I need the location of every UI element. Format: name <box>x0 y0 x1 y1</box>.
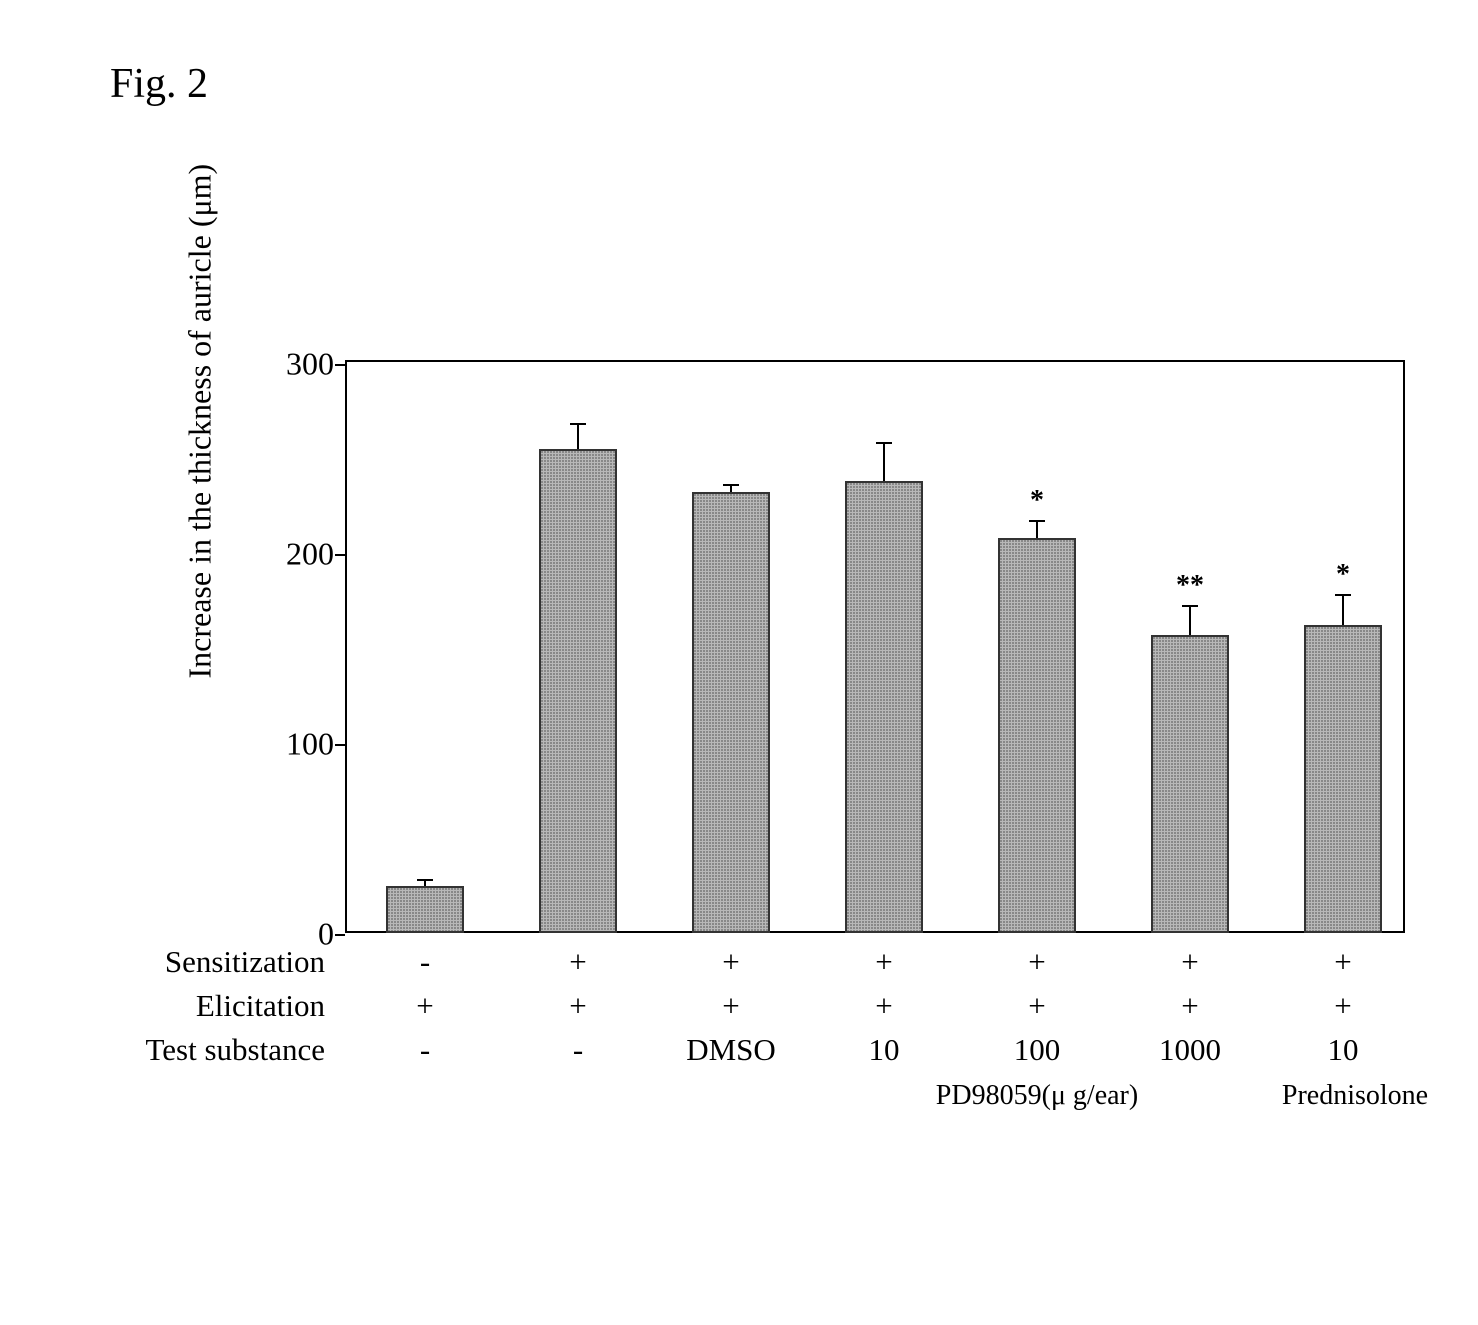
group-label: PD98059(μ g/ear) <box>936 1080 1138 1112</box>
error-cap <box>723 484 739 486</box>
x-cell: + <box>875 984 892 1028</box>
error-bar <box>1036 521 1038 538</box>
x-cell: - <box>420 1028 430 1072</box>
bar <box>845 481 923 933</box>
bar-group <box>692 363 770 933</box>
figure-label: Fig. 2 <box>110 60 208 108</box>
bar-group: ** <box>1151 363 1229 933</box>
y-tick-label: 300 <box>286 346 334 383</box>
bar-chart: Increase in the thickness of auricle (μm… <box>100 360 1450 1260</box>
error-cap <box>570 423 586 425</box>
bar <box>692 492 770 933</box>
bar-group: * <box>998 363 1076 933</box>
x-row-label: Test substance <box>100 1028 325 1072</box>
bar <box>386 886 464 934</box>
error-bar <box>1189 606 1191 635</box>
x-cell: + <box>1181 984 1198 1028</box>
x-cell: 10 <box>1328 1028 1359 1072</box>
significance-mark: ** <box>1176 570 1204 602</box>
x-cell: + <box>569 940 586 984</box>
x-row: Elicitation + + + + + + + <box>100 984 1405 1028</box>
x-cell: 10 <box>869 1028 900 1072</box>
bar-group <box>845 363 923 933</box>
bars-area: **** <box>345 364 1405 933</box>
error-cap <box>1335 594 1351 596</box>
x-cell: + <box>1181 940 1198 984</box>
y-tick-label: 100 <box>286 726 334 763</box>
page: Fig. 2 Increase in the thickness of auri… <box>20 20 1458 1305</box>
bar-group <box>386 363 464 933</box>
x-axis-labels: Sensitization-++++++Elicitation+++++++Te… <box>100 940 1405 1072</box>
x-cell: + <box>1334 940 1351 984</box>
error-cap <box>417 879 433 881</box>
x-cell: + <box>875 940 892 984</box>
bar <box>998 538 1076 933</box>
y-tick <box>335 554 345 556</box>
significance-mark: * <box>1336 559 1350 591</box>
x-cell: 1000 <box>1159 1028 1221 1072</box>
x-row-label: Elicitation <box>100 984 325 1028</box>
group-label: Prednisolone <box>1282 1080 1428 1112</box>
bar-group: * <box>1304 363 1382 933</box>
x-cell: + <box>416 984 433 1028</box>
error-cap <box>1182 605 1198 607</box>
x-row-label: Sensitization <box>100 940 325 984</box>
significance-mark: * <box>1030 485 1044 517</box>
error-bar <box>1342 595 1344 625</box>
x-cell: + <box>722 940 739 984</box>
y-tick <box>335 934 345 936</box>
error-bar <box>883 443 885 481</box>
y-tick <box>335 364 345 366</box>
y-tick-label: 200 <box>286 536 334 573</box>
bar <box>1151 635 1229 933</box>
y-tick <box>335 744 345 746</box>
x-cell: + <box>1334 984 1351 1028</box>
y-axis-label: Increase in the thickness of auricle (μm… <box>182 164 219 679</box>
x-cell: DMSO <box>686 1028 776 1072</box>
bar <box>539 449 617 934</box>
x-cell: + <box>1028 984 1045 1028</box>
x-cell: + <box>569 984 586 1028</box>
x-cell: 100 <box>1014 1028 1061 1072</box>
x-cell: - <box>573 1028 583 1072</box>
error-cap <box>876 442 892 444</box>
bar-group <box>539 363 617 933</box>
x-cell: - <box>420 940 430 984</box>
x-cell: + <box>1028 940 1045 984</box>
error-bar <box>730 485 732 493</box>
x-row: Test substance - - DMSO 10 100 1000 10 <box>100 1028 1405 1072</box>
error-bar <box>577 424 579 449</box>
bar <box>1304 625 1382 933</box>
x-cell: + <box>722 984 739 1028</box>
error-cap <box>1029 520 1045 522</box>
x-row: Sensitization - + + + + + + <box>100 940 1405 984</box>
